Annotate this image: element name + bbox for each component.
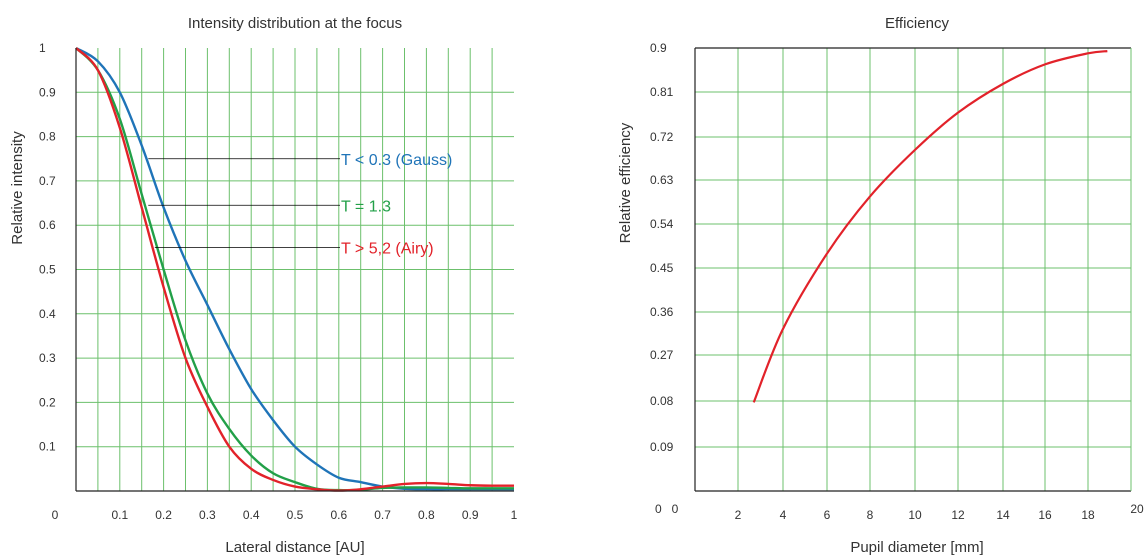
y-tick-label: 0.9 [650, 41, 667, 55]
x-tick-label: 0.5 [287, 508, 304, 522]
y-tick-label: 0.54 [650, 217, 674, 231]
x-tick-label: 14 [996, 508, 1010, 522]
efficiency-chart-title: Efficiency [885, 15, 949, 32]
efficiency-x-ticks: 0 2 4 6 8 10 12 14 16 18 20 [672, 502, 1144, 522]
series-line-2 [75, 47, 515, 492]
annotation-label: T = 1.3 [341, 198, 391, 215]
x-tick-label: 4 [780, 508, 787, 522]
y-tick-label: 0.63 [650, 173, 674, 187]
x-tick-label: 12 [951, 508, 965, 522]
x-tick-label: 0.9 [462, 508, 479, 522]
y-tick-label: 0.27 [650, 348, 674, 362]
y-tick-label: 0.6 [39, 218, 56, 232]
x-tick-label: 0.3 [199, 508, 216, 522]
y-tick-label: 0.45 [650, 261, 674, 275]
efficiency-x-axis-label: Pupil diameter [mm] [850, 539, 983, 556]
y-tick-label: 0.3 [39, 351, 56, 365]
efficiency-y-axis-label: Relative efficiency [617, 122, 634, 243]
x-tick-label: 18 [1081, 508, 1095, 522]
x-tick-label: 0 [52, 508, 59, 522]
series-line-1 [75, 47, 514, 492]
y-tick-label: 0.9 [39, 85, 56, 99]
intensity-frame [75, 48, 514, 492]
annotation-label: T > 5,2 (Airy) [341, 240, 434, 257]
x-tick-label: 0.1 [111, 508, 128, 522]
x-tick-label: 16 [1038, 508, 1052, 522]
intensity-y-axis-label: Relative intensity [9, 131, 26, 245]
efficiency-grid [695, 48, 1132, 491]
y-tick-label: 0.81 [650, 85, 674, 99]
annotation-label: T < 0.3 (Gauss) [341, 152, 452, 169]
x-tick-label: 0.8 [418, 508, 435, 522]
y-tick-label: 0.7 [39, 174, 56, 188]
plot-background [695, 48, 1131, 491]
x-tick-label: 1 [511, 508, 518, 522]
y-tick-label: 0.36 [650, 305, 674, 319]
intensity-x-axis-label: Lateral distance [AU] [225, 539, 364, 556]
x-tick-label: 0.2 [155, 508, 172, 522]
series-line-0 [752, 50, 1108, 403]
efficiency-y-ticks: 0 0.09 0.08 0.27 0.36 0.45 0.54 0.63 0.72 0.81 0.9 [650, 41, 674, 516]
intensity-grid [76, 48, 514, 491]
intensity-chart: Intensity distribution at the focus T < … [9, 15, 518, 556]
x-tick-label: 0.4 [243, 508, 260, 522]
y-tick-label: 0.72 [650, 130, 674, 144]
y-tick-label: 0.8 [39, 130, 56, 144]
intensity-annotations: T < 0.3 (Gauss) T = 1.3 T > 5,2 (Airy) [148, 152, 452, 257]
x-tick-label: 20 [1130, 502, 1144, 516]
x-tick-label: 0 [672, 502, 679, 516]
y-tick-label: 0.2 [39, 395, 56, 409]
x-tick-label: 10 [908, 508, 922, 522]
intensity-chart-title: Intensity distribution at the focus [188, 15, 402, 32]
intensity-series [75, 46, 515, 492]
x-tick-label: 0.7 [374, 508, 391, 522]
x-tick-label: 2 [735, 508, 742, 522]
efficiency-chart: Efficiency 0 2 4 6 8 10 12 14 16 18 20 0 0.09 0.08 0.… [617, 15, 1144, 556]
efficiency-frame [694, 47, 1132, 492]
y-tick-label: 0.1 [39, 440, 56, 454]
series-line-0 [75, 46, 514, 491]
y-tick-label: 0.08 [650, 394, 674, 408]
x-tick-label: 8 [867, 508, 874, 522]
intensity-x-ticks: 0 0.1 0.2 0.3 0.4 0.5 0.6 0.7 0.8 0.9 1 [52, 508, 518, 522]
y-tick-label: 0.4 [39, 307, 56, 321]
x-tick-label: 6 [824, 508, 831, 522]
x-tick-label: 0.6 [330, 508, 347, 522]
intensity-y-ticks: 0.1 0.2 0.3 0.4 0.5 0.6 0.7 0.8 0.9 1 [39, 41, 56, 454]
y-tick-label: 0 [655, 502, 662, 516]
y-tick-label: 0.5 [39, 263, 56, 277]
y-tick-label: 1 [39, 41, 46, 55]
efficiency-series [752, 50, 1108, 403]
y-tick-label: 0.09 [650, 440, 674, 454]
